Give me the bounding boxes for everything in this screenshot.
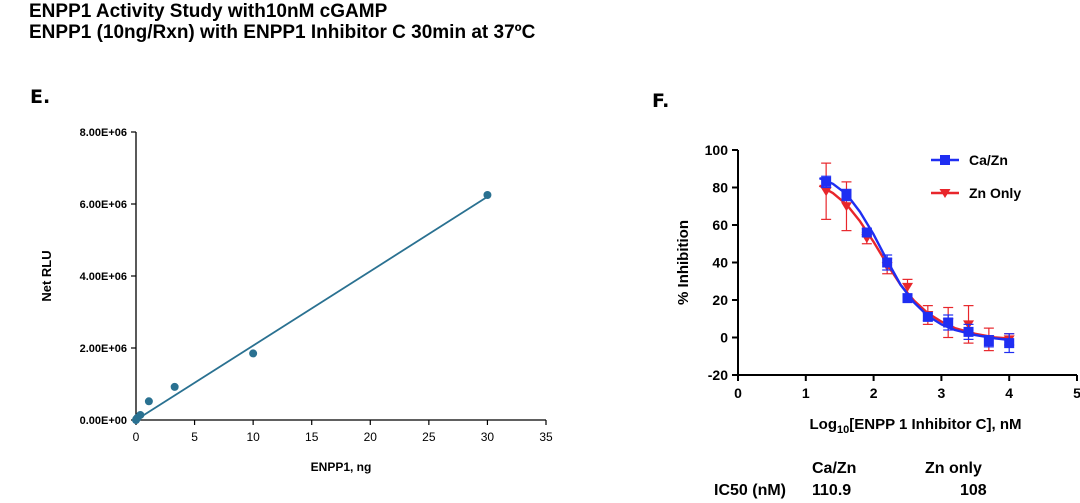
e-x-tick-label: 5 (191, 430, 198, 444)
f-y-tick-label: 80 (712, 180, 728, 196)
f-point-zn-only (902, 282, 913, 292)
f-legend-marker-zn-only (939, 189, 951, 198)
f-point-cazn (922, 311, 933, 322)
e-data-point (249, 349, 258, 358)
f-point-cazn (821, 176, 832, 187)
e-x-tick-label: 20 (364, 430, 378, 444)
panel-e-label: E. (30, 86, 51, 108)
f-x-tick-label: 5 (1073, 385, 1080, 401)
f-x-tick-label: 3 (938, 385, 946, 401)
e-y-tick-label: 2.00E+06 (80, 343, 127, 355)
f-point-cazn (983, 336, 994, 347)
f-point-cazn (963, 326, 974, 337)
f-legend-marker-cazn (940, 155, 950, 165)
e-y-tick-label: 6.00E+06 (80, 199, 127, 211)
f-point-cazn (1004, 338, 1015, 349)
e-data-point (144, 397, 153, 406)
f-y-tick-label: 0 (720, 330, 728, 346)
f-y-tick-label: 40 (712, 255, 728, 271)
ic50-row-label: IC50 (nM) (714, 482, 786, 499)
ic50-header-cazn: Ca/Zn (812, 460, 857, 477)
e-x-axis-title: ENPP1, ng (311, 460, 372, 474)
f-y-tick-label: 60 (712, 217, 728, 233)
e-x-tick-label: 35 (539, 430, 553, 444)
chart-e: 0.00E+00 2.00E+06 4.00E+06 6.00E+06 8.00E+06… (39, 127, 553, 474)
e-data-point (136, 410, 145, 419)
f-x-tick-label: 4 (1005, 385, 1013, 401)
f-x-axis-title: Log10[ENPP 1 Inhibitor C], nM (810, 416, 1022, 436)
e-data-point (483, 191, 492, 199)
e-x-tick-label: 30 (481, 430, 495, 444)
f-y-tick-label: 100 (705, 142, 729, 158)
e-x-tick-label: 25 (422, 430, 436, 444)
e-y-tick-label: 8.00E+06 (80, 127, 127, 139)
f-y-tick-label: 20 (712, 292, 728, 308)
f-point-zn-only (820, 187, 832, 197)
e-y-tick-label: 0.00E+00 (80, 415, 127, 427)
title-line-2: ENPP1 (10ng/Rxn) with ENPP1 Inhibitor C … (29, 22, 536, 43)
f-y-axis-title: % Inhibition (675, 220, 692, 305)
f-x-tick-label: 2 (870, 385, 878, 401)
title-line-1: ENPP1 Activity Study with10nM cGAMP (29, 1, 388, 22)
e-x-tick-label: 15 (305, 430, 319, 444)
e-data-point (170, 382, 179, 391)
f-legend-label: Ca/Zn (969, 152, 1008, 168)
f-point-zn-only (840, 202, 852, 212)
panel-f-label: F. (652, 90, 670, 112)
f-x-tick-label: 0 (734, 385, 742, 401)
e-fit-line (135, 196, 488, 421)
e-y-axis-title: Net RLU (39, 250, 54, 301)
ic50-header-zn: Zn only (925, 460, 982, 477)
f-x-tick-label: 1 (802, 385, 810, 401)
f-point-cazn (882, 257, 893, 268)
ic50-value-zn: 108 (960, 482, 987, 499)
e-x-tick-label: 0 (133, 430, 140, 444)
e-x-tick-label: 10 (246, 430, 260, 444)
f-point-cazn (902, 293, 913, 304)
f-point-cazn (943, 317, 954, 328)
ic50-value-cazn: 110.9 (812, 482, 852, 499)
e-y-tick-label: 4.00E+06 (80, 271, 127, 283)
f-legend-label: Zn Only (969, 185, 1021, 201)
f-point-cazn (861, 227, 872, 238)
f-point-cazn (841, 190, 852, 200)
f-y-tick-label: -20 (708, 367, 728, 383)
